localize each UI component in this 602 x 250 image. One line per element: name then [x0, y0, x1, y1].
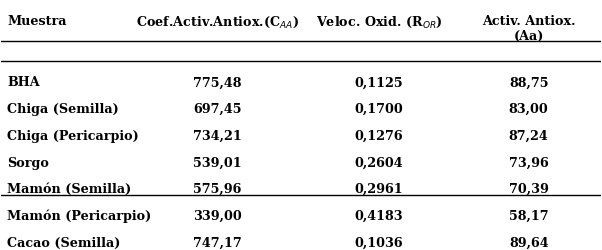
Text: 0,2604: 0,2604: [355, 156, 403, 170]
Text: 58,17: 58,17: [509, 210, 548, 223]
Text: 0,1276: 0,1276: [355, 130, 403, 143]
Text: Mamón (Semilla): Mamón (Semilla): [7, 183, 132, 196]
Text: Chiga (Pericarpio): Chiga (Pericarpio): [7, 130, 139, 143]
Text: BHA: BHA: [7, 76, 40, 90]
Text: 89,64: 89,64: [509, 236, 548, 250]
Text: Sorgo: Sorgo: [7, 156, 49, 170]
Text: 83,00: 83,00: [509, 103, 548, 116]
Text: 734,21: 734,21: [193, 130, 241, 143]
Text: 87,24: 87,24: [509, 130, 548, 143]
Text: 73,96: 73,96: [509, 156, 548, 170]
Text: Veloc. Oxid. (R$_{OR}$): Veloc. Oxid. (R$_{OR}$): [315, 15, 442, 30]
Text: 575,96: 575,96: [193, 183, 241, 196]
Text: 88,75: 88,75: [509, 76, 548, 90]
Text: Cacao (Semilla): Cacao (Semilla): [7, 236, 121, 250]
Text: 0,4183: 0,4183: [355, 210, 403, 223]
Text: 0,2961: 0,2961: [355, 183, 403, 196]
Text: 0,1125: 0,1125: [355, 76, 403, 90]
Text: Mamón (Pericarpio): Mamón (Pericarpio): [7, 210, 152, 224]
Text: Coef.Activ.Antiox.(C$_{AA}$): Coef.Activ.Antiox.(C$_{AA}$): [135, 15, 299, 30]
Text: 747,17: 747,17: [193, 236, 241, 250]
Text: 539,01: 539,01: [193, 156, 241, 170]
Text: 70,39: 70,39: [509, 183, 548, 196]
Text: 775,48: 775,48: [193, 76, 241, 90]
Text: Chiga (Semilla): Chiga (Semilla): [7, 103, 119, 116]
Text: 0,1700: 0,1700: [355, 103, 403, 116]
Text: Muestra: Muestra: [7, 15, 67, 28]
Text: 0,1036: 0,1036: [355, 236, 403, 250]
Text: 697,45: 697,45: [193, 103, 241, 116]
Text: 339,00: 339,00: [193, 210, 241, 223]
Text: Activ. Antiox.
(Aa): Activ. Antiox. (Aa): [482, 15, 576, 43]
